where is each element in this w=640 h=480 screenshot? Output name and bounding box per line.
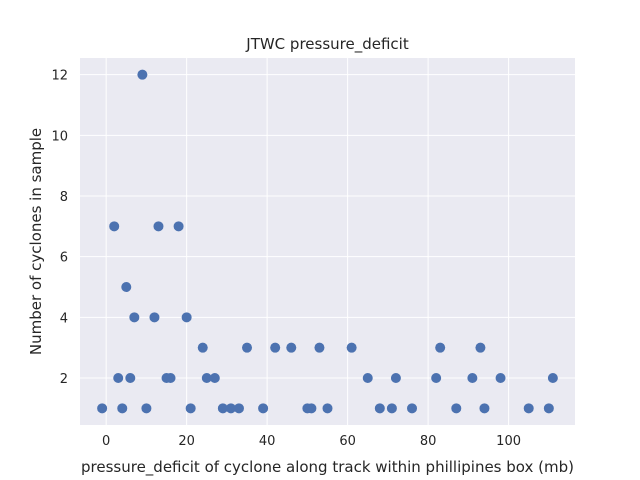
data-point <box>125 372 136 383</box>
y-tick-label: 12 <box>51 69 68 84</box>
x-tick-label: 80 <box>420 434 437 449</box>
x-tick-label: 40 <box>259 434 276 449</box>
data-point <box>386 403 397 414</box>
plot-area <box>80 58 575 425</box>
x-tick-label: 100 <box>496 434 521 449</box>
data-points <box>97 69 558 414</box>
data-point <box>109 221 120 232</box>
data-point <box>242 342 253 353</box>
y-axis-label: Number of cyclones in sample <box>27 128 45 355</box>
data-point <box>185 403 196 414</box>
data-point <box>451 403 462 414</box>
y-tick-label: 2 <box>60 372 68 387</box>
data-point <box>225 403 236 414</box>
data-point <box>306 403 317 414</box>
y-tick-label: 6 <box>60 251 68 266</box>
data-point <box>322 403 333 414</box>
data-point <box>201 372 212 383</box>
data-point <box>97 403 108 414</box>
data-point <box>435 342 446 353</box>
data-point <box>129 312 140 323</box>
data-point <box>362 372 373 383</box>
data-point <box>523 403 534 414</box>
data-point <box>286 342 297 353</box>
data-point <box>258 403 269 414</box>
data-point <box>141 403 152 414</box>
y-tick-labels: 2 4 6 8 10 12 <box>51 69 68 387</box>
x-axis-label: pressure_deficit of cyclone along track … <box>81 458 574 477</box>
x-tick-label: 0 <box>102 434 110 449</box>
data-point <box>181 312 192 323</box>
data-point <box>475 342 486 353</box>
x-tick-labels: 0 20 40 60 80 100 <box>102 434 521 449</box>
data-point <box>390 372 401 383</box>
data-point <box>121 281 132 292</box>
data-point <box>479 403 490 414</box>
data-point <box>467 372 478 383</box>
data-point <box>113 372 124 383</box>
y-tick-label: 4 <box>60 311 68 326</box>
x-tick-label: 60 <box>339 434 356 449</box>
data-point <box>346 342 357 353</box>
data-point <box>165 372 176 383</box>
data-point <box>543 403 554 414</box>
data-point <box>547 372 558 383</box>
data-point <box>270 342 281 353</box>
data-point <box>431 372 442 383</box>
data-point <box>173 221 184 232</box>
data-point <box>149 312 160 323</box>
chart-title: JTWC pressure_deficit <box>245 35 409 54</box>
x-tick-label: 20 <box>178 434 195 449</box>
data-point <box>137 69 148 80</box>
y-tick-label: 10 <box>51 129 68 144</box>
data-point <box>197 342 208 353</box>
data-point <box>495 372 506 383</box>
data-point <box>374 403 385 414</box>
y-tick-label: 8 <box>60 190 68 205</box>
data-point <box>117 403 128 414</box>
data-point <box>217 403 228 414</box>
data-point <box>233 403 244 414</box>
data-point <box>407 403 418 414</box>
data-point <box>153 221 164 232</box>
data-point <box>209 372 220 383</box>
data-point <box>314 342 325 353</box>
